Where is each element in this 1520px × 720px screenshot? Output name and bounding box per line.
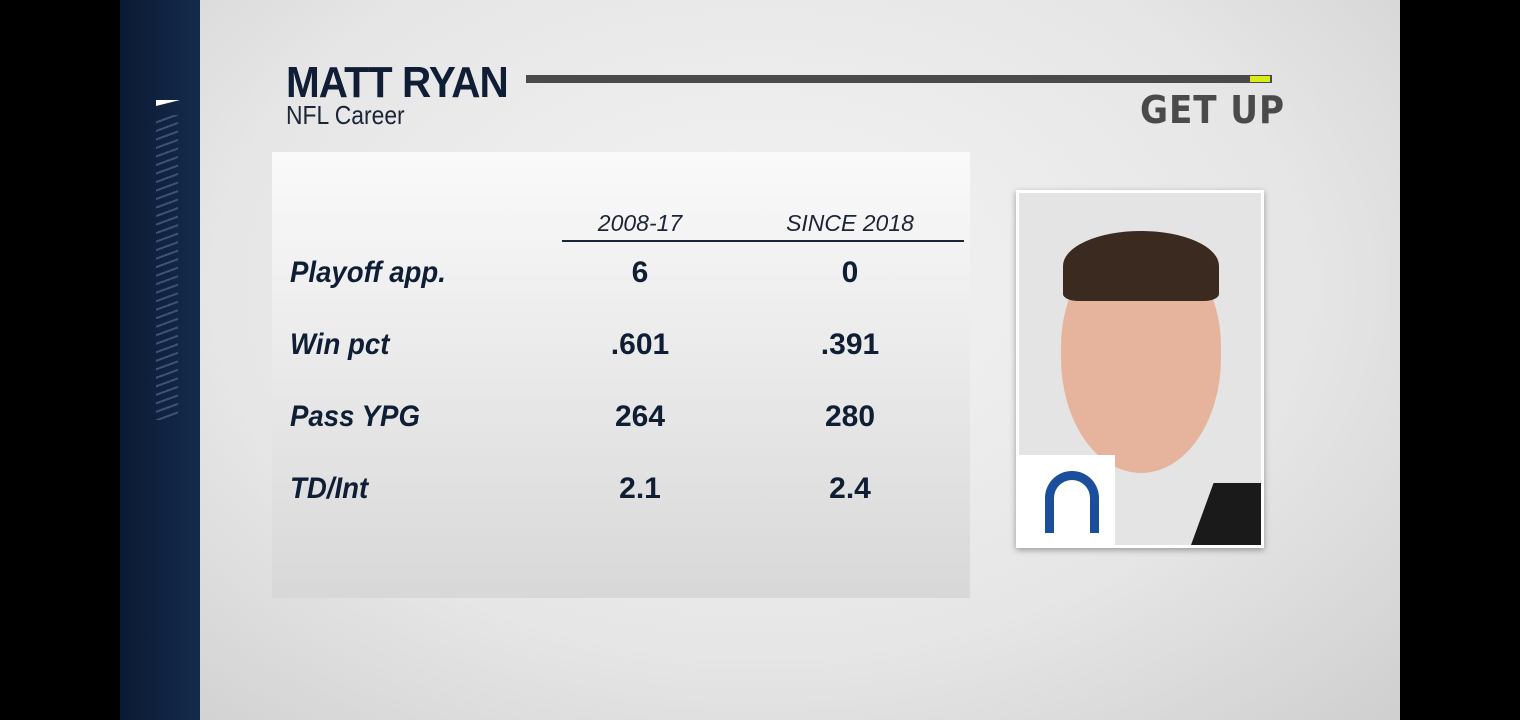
player-headshot [1016,190,1264,548]
row-value: 6 [631,256,649,289]
show-logo: GET UP [1140,88,1285,132]
row-label: Pass YPG [290,400,420,433]
column-header: SINCE 2018 [786,210,914,236]
stats-table: 2008-17 SINCE 2018 Playoff app. 6 0 Win … [272,152,970,598]
flag-icon [156,100,180,106]
row-label: Playoff app. [290,256,446,289]
subtitle: NFL Career [286,100,405,130]
row-value: 2.4 [829,472,871,505]
rule-accent [1250,76,1270,82]
shirt [1184,483,1261,545]
column-header: 2008-17 [597,210,683,236]
sidebar-bar [120,0,200,720]
row-value: 280 [824,400,876,433]
row-label: Win pct [290,328,390,361]
table-row: Playoff app. 6 0 [272,256,970,296]
hair [1063,231,1219,301]
table-row: TD/Int 2.1 2.4 [272,472,970,512]
player-name: MATT RYAN [286,58,509,107]
row-value: 0 [841,256,859,289]
row-label: TD/Int [290,472,369,505]
row-value: 264 [614,400,666,433]
broadcast-graphic: MATT RYAN NFL Career GET UP 2008-17 SINC… [120,0,1400,720]
stripes-decoration [156,115,178,420]
table-row: Pass YPG 264 280 [272,400,970,440]
header-divider [562,240,964,242]
team-logo-box [1019,455,1115,545]
row-value: .601 [610,328,670,361]
header-rule [526,75,1272,83]
row-value: 2.1 [619,472,661,505]
horseshoe-icon [1045,471,1099,533]
row-value: .391 [820,328,880,361]
table-row: Win pct .601 .391 [272,328,970,368]
